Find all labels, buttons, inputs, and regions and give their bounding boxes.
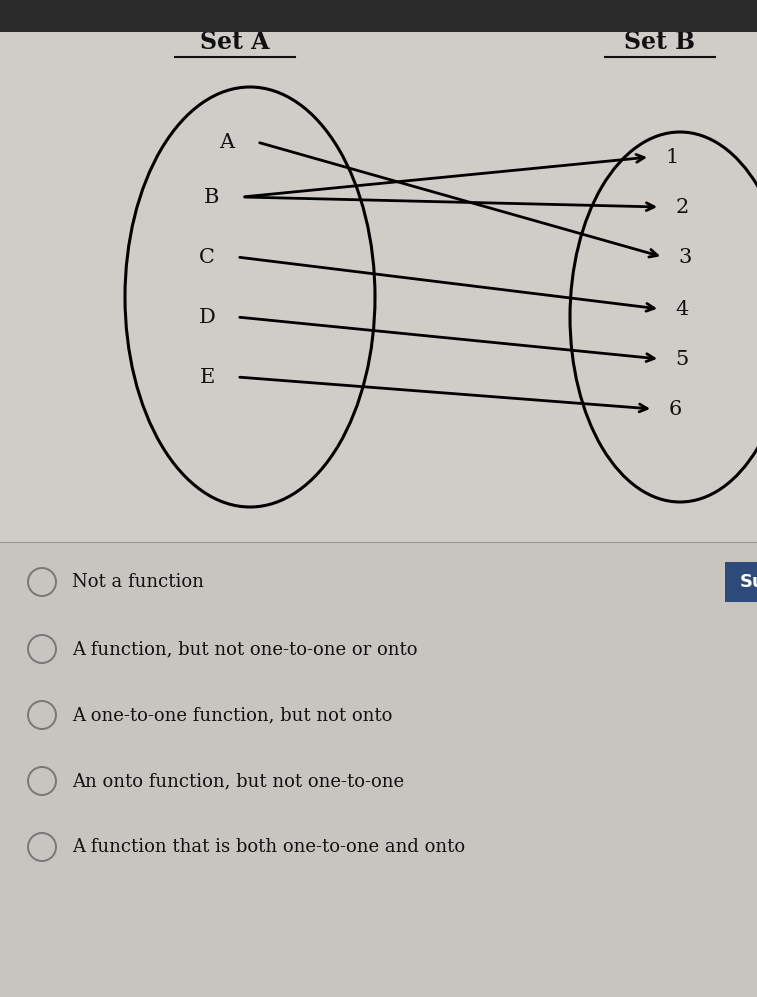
Text: 2: 2 bbox=[675, 197, 689, 216]
Bar bbox=[0, 0, 757, 32]
Text: 1: 1 bbox=[665, 148, 679, 166]
Text: A one-to-one function, but not onto: A one-to-one function, but not onto bbox=[72, 706, 392, 724]
Text: 3: 3 bbox=[678, 247, 692, 266]
Text: Su: Su bbox=[740, 573, 757, 591]
FancyArrowPatch shape bbox=[260, 143, 657, 257]
FancyArrowPatch shape bbox=[245, 197, 654, 210]
FancyArrowPatch shape bbox=[240, 257, 654, 311]
Text: Set B: Set B bbox=[625, 30, 696, 54]
Text: A: A bbox=[220, 133, 235, 152]
FancyArrowPatch shape bbox=[245, 155, 644, 196]
Text: C: C bbox=[199, 247, 215, 266]
Text: Not a function: Not a function bbox=[72, 573, 204, 591]
Text: Set A: Set A bbox=[201, 30, 269, 54]
FancyArrowPatch shape bbox=[240, 317, 654, 362]
Text: A function, but not one-to-one or onto: A function, but not one-to-one or onto bbox=[72, 640, 418, 658]
Bar bbox=[0, 32, 757, 542]
Text: 5: 5 bbox=[675, 350, 689, 369]
Text: An onto function, but not one-to-one: An onto function, but not one-to-one bbox=[72, 772, 404, 790]
FancyArrowPatch shape bbox=[240, 377, 647, 412]
Text: A function that is both one-to-one and onto: A function that is both one-to-one and o… bbox=[72, 838, 465, 856]
Text: D: D bbox=[198, 307, 216, 326]
FancyBboxPatch shape bbox=[725, 562, 757, 602]
Text: 4: 4 bbox=[675, 299, 689, 318]
Text: 6: 6 bbox=[668, 400, 681, 419]
Text: E: E bbox=[199, 368, 215, 387]
Text: B: B bbox=[204, 187, 220, 206]
